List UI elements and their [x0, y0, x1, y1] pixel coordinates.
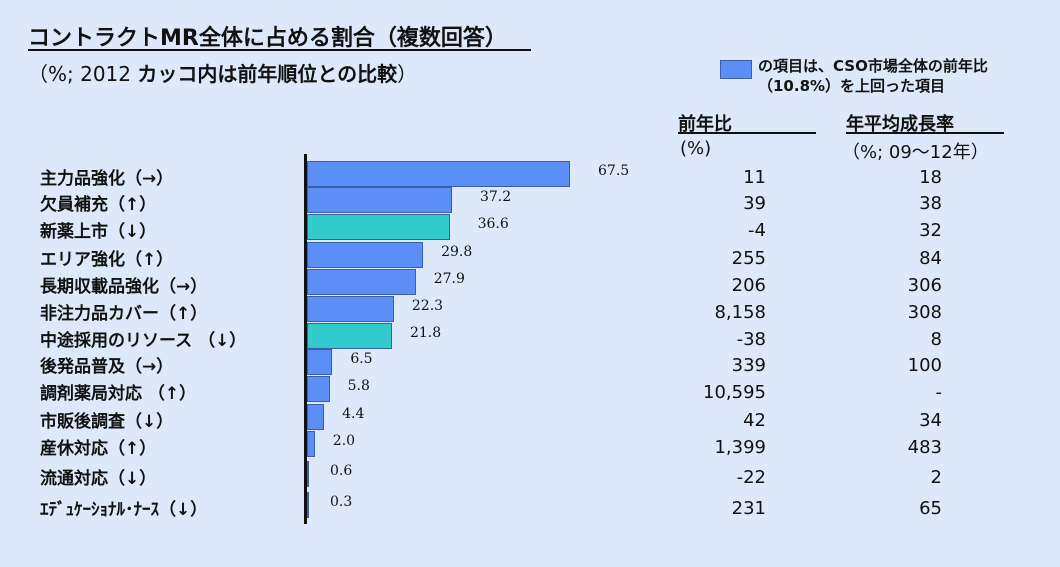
cagr-value: 483: [907, 437, 942, 458]
category-label: 流通対応（↓）: [40, 469, 157, 489]
bar-value-label: 5.8: [347, 378, 370, 394]
legend-swatch: [720, 60, 752, 79]
cagr-column-header: 年平均成長率: [846, 114, 954, 135]
category-label: 産休対応（↑）: [40, 439, 157, 459]
cagr-value: 65: [919, 498, 942, 519]
yoy-value: 206: [731, 275, 766, 296]
bar: [307, 492, 309, 518]
bar-value-label: 22.3: [411, 298, 444, 314]
cagr-value: 32: [919, 220, 942, 241]
bar: [307, 296, 394, 322]
yoy-value: 1,399: [714, 437, 766, 458]
cagr-column-unit: （%; 09〜12年）: [842, 142, 989, 163]
cagr-value: 18: [919, 167, 942, 188]
bar-value-label: 21.8: [409, 325, 442, 341]
bar: [307, 349, 333, 375]
category-label: 市販後調査（↓）: [40, 412, 174, 432]
yoy-value: 255: [731, 248, 766, 269]
category-label: 欠員補充（↑）: [40, 195, 157, 215]
bar-value-label: 0.6: [330, 463, 353, 479]
category-label: 調剤薬局対応 （↑）: [40, 384, 197, 404]
cagr-value: 38: [919, 193, 942, 214]
yoy-value: 8,158: [714, 302, 766, 323]
cagr-value: 306: [907, 275, 942, 296]
category-label: エリア強化（↑）: [40, 250, 174, 270]
category-axis: [304, 154, 307, 524]
category-label: 中途採用のリソース （↓）: [40, 331, 247, 351]
category-label: 新薬上市（↓）: [40, 222, 157, 242]
yoy-value: 39: [743, 193, 766, 214]
bar-value-label: 4.4: [342, 406, 365, 422]
yoy-value: 10,595: [703, 382, 766, 403]
yoy-value: 339: [731, 355, 766, 376]
cagr-header-rule: [846, 132, 1004, 134]
cagr-value: 100: [907, 355, 942, 376]
category-label: 後発品普及（→）: [40, 357, 174, 377]
yoy-value: -4: [748, 220, 766, 241]
category-label: 主力品強化（→）: [40, 169, 174, 189]
bar-value-label: 67.5: [598, 163, 630, 179]
bar-value-label: 37.2: [479, 189, 512, 205]
legend-line-1: の項目は、CSO市場全体の前年比: [758, 57, 988, 75]
cagr-value: 2: [930, 467, 942, 488]
category-label: 長期収載品強化（→）: [40, 277, 208, 297]
cagr-value: 34: [919, 410, 942, 431]
yoy-header-rule: [678, 132, 816, 134]
yoy-value: 11: [743, 167, 766, 188]
yoy-column-header: 前年比: [678, 114, 732, 135]
bar: [307, 242, 424, 268]
chart-subtitle: （%; 2012 カッコ内は前年順位との比較）: [28, 58, 417, 87]
bar: [307, 461, 310, 487]
bar-value-label: 2.0: [332, 433, 356, 449]
cagr-value: 84: [919, 248, 942, 269]
bar: [307, 269, 416, 295]
yoy-value: -38: [736, 329, 766, 350]
category-label: 非注力品カバー（↑）: [40, 304, 208, 324]
category-label: ｴﾃﾞｭｹｰｼｮﾅﾙ･ﾅｰｽ（↓）: [40, 500, 208, 520]
bar: [307, 404, 325, 430]
cagr-value: 308: [907, 302, 942, 323]
bar: [307, 376, 330, 402]
bar-value-label: 6.5: [350, 351, 373, 367]
cagr-value: 8: [930, 329, 942, 350]
bar-value-label: 0.3: [330, 494, 353, 510]
bar: [307, 214, 450, 240]
subtitle-pre: （%; 2012: [28, 62, 138, 86]
bar-value-label: 27.9: [433, 271, 465, 287]
chart-title: コントラクトMR全体に占める割合（複数回答）: [28, 26, 507, 51]
cagr-value: -: [935, 382, 943, 403]
bar: [307, 187, 452, 213]
legend-text: の項目は、CSO市場全体の前年比 （10.8%）を上回った項目: [758, 56, 988, 96]
yoy-value: 231: [731, 498, 766, 519]
bar-value-label: 29.8: [441, 244, 473, 260]
bar: [307, 161, 570, 187]
bar: [307, 323, 392, 349]
bar-value-label: 36.6: [477, 216, 509, 232]
yoy-column-unit: (%): [680, 138, 712, 159]
subtitle-bold: カッコ内は前年順位との比較: [137, 62, 398, 86]
yoy-value: 42: [743, 410, 766, 431]
subtitle-post: ）: [397, 62, 418, 86]
bar: [307, 431, 315, 457]
title-underline: [28, 49, 531, 51]
yoy-value: -22: [736, 467, 766, 488]
legend-line-2: （10.8%）を上回った項目: [758, 77, 946, 95]
